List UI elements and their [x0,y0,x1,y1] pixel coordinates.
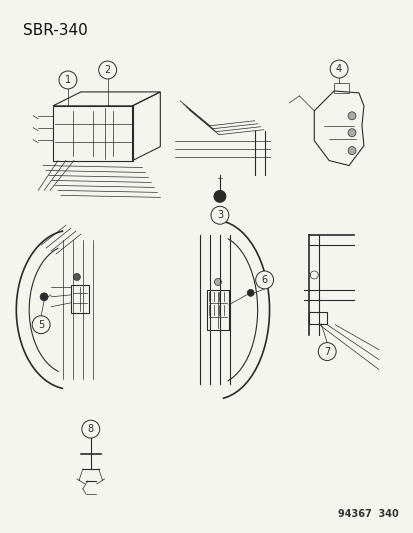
Circle shape [330,60,347,78]
Circle shape [59,71,77,89]
Text: 6: 6 [261,275,267,285]
Circle shape [73,273,80,280]
Text: 3: 3 [216,210,223,220]
Bar [71,285,88,313]
Text: 4: 4 [335,64,341,74]
Circle shape [347,112,355,120]
Circle shape [82,420,100,438]
Text: 94367  340: 94367 340 [337,508,398,519]
Circle shape [214,278,221,285]
Text: 8: 8 [88,424,94,434]
Text: 5: 5 [38,320,44,330]
Bar [309,312,326,324]
Circle shape [211,206,228,224]
Circle shape [310,271,318,279]
Text: SBR-340: SBR-340 [23,23,88,38]
Circle shape [32,316,50,334]
Circle shape [214,190,225,203]
Text: 2: 2 [104,65,111,75]
Text: 7: 7 [323,346,330,357]
Circle shape [98,61,116,79]
Circle shape [247,289,254,296]
Circle shape [40,293,48,301]
Circle shape [347,147,355,155]
Circle shape [255,271,273,289]
Bar [206,290,228,330]
Circle shape [318,343,335,360]
Text: 1: 1 [65,75,71,85]
Circle shape [347,129,355,136]
